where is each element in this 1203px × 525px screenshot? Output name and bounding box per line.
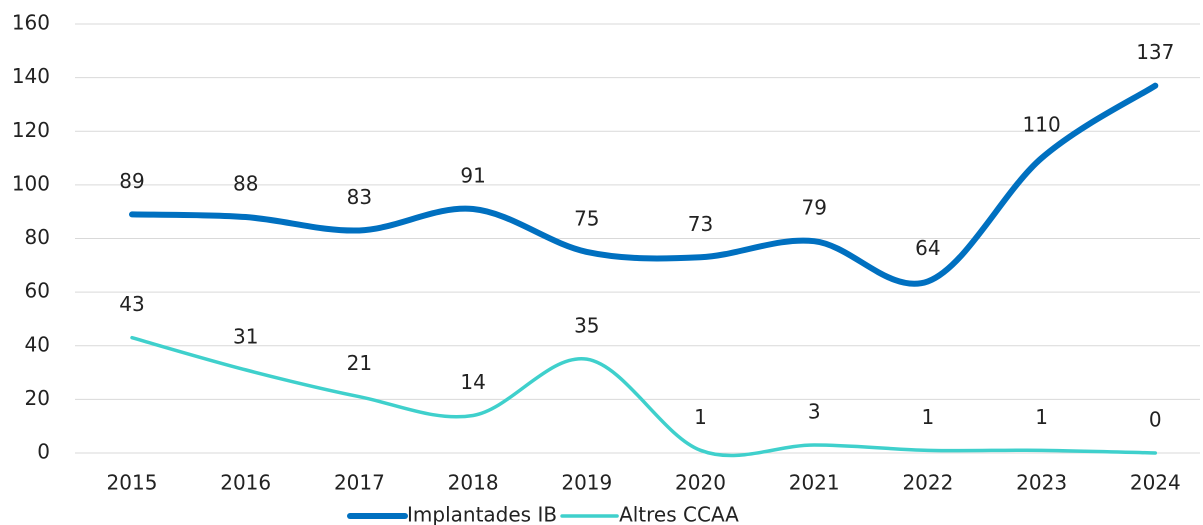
legend-label: Altres CCAA	[619, 503, 739, 525]
y-tick-label: 20	[25, 386, 50, 410]
data-label: 14	[460, 370, 485, 394]
series-line	[129, 82, 1159, 287]
data-label: 1	[694, 405, 707, 429]
y-tick-label: 0	[37, 440, 50, 464]
data-label: 73	[688, 212, 713, 236]
data-label: 3	[808, 399, 821, 423]
y-tick-label: 100	[12, 171, 50, 195]
data-label: 1	[1035, 405, 1048, 429]
data-label: 110	[1023, 113, 1061, 137]
data-label: 31	[233, 324, 258, 348]
x-tick-label: 2016	[220, 471, 271, 495]
data-label: 64	[915, 236, 940, 260]
x-tick-label: 2017	[334, 471, 385, 495]
x-tick-label: 2015	[107, 471, 158, 495]
data-label: 1	[922, 405, 935, 429]
data-label: 88	[233, 172, 258, 196]
data-label: 0	[1149, 408, 1162, 432]
data-label: 91	[460, 164, 485, 188]
x-tick-label: 2024	[1130, 471, 1181, 495]
y-tick-label: 140	[12, 64, 50, 88]
data-label: 75	[574, 206, 599, 230]
y-tick-label: 80	[25, 225, 50, 249]
x-tick-label: 2020	[675, 471, 726, 495]
data-label: 83	[347, 185, 372, 209]
legend-label: Implantades IB	[407, 503, 557, 525]
y-tick-label: 60	[25, 279, 50, 303]
y-tick-label: 120	[12, 118, 50, 142]
data-label: 21	[347, 351, 372, 375]
x-tick-label: 2022	[902, 471, 953, 495]
data-label: 43	[119, 292, 144, 316]
x-tick-label: 2021	[789, 471, 840, 495]
series-line	[130, 335, 1158, 458]
data-label: 79	[801, 196, 826, 220]
x-tick-label: 2019	[561, 471, 612, 495]
data-label: 35	[574, 314, 599, 338]
data-label: 89	[119, 169, 144, 193]
x-tick-label: 2018	[448, 471, 499, 495]
y-tick-label: 40	[25, 332, 50, 356]
y-tick-label: 160	[12, 11, 50, 35]
data-label: 137	[1136, 40, 1174, 64]
x-tick-label: 2023	[1016, 471, 1067, 495]
